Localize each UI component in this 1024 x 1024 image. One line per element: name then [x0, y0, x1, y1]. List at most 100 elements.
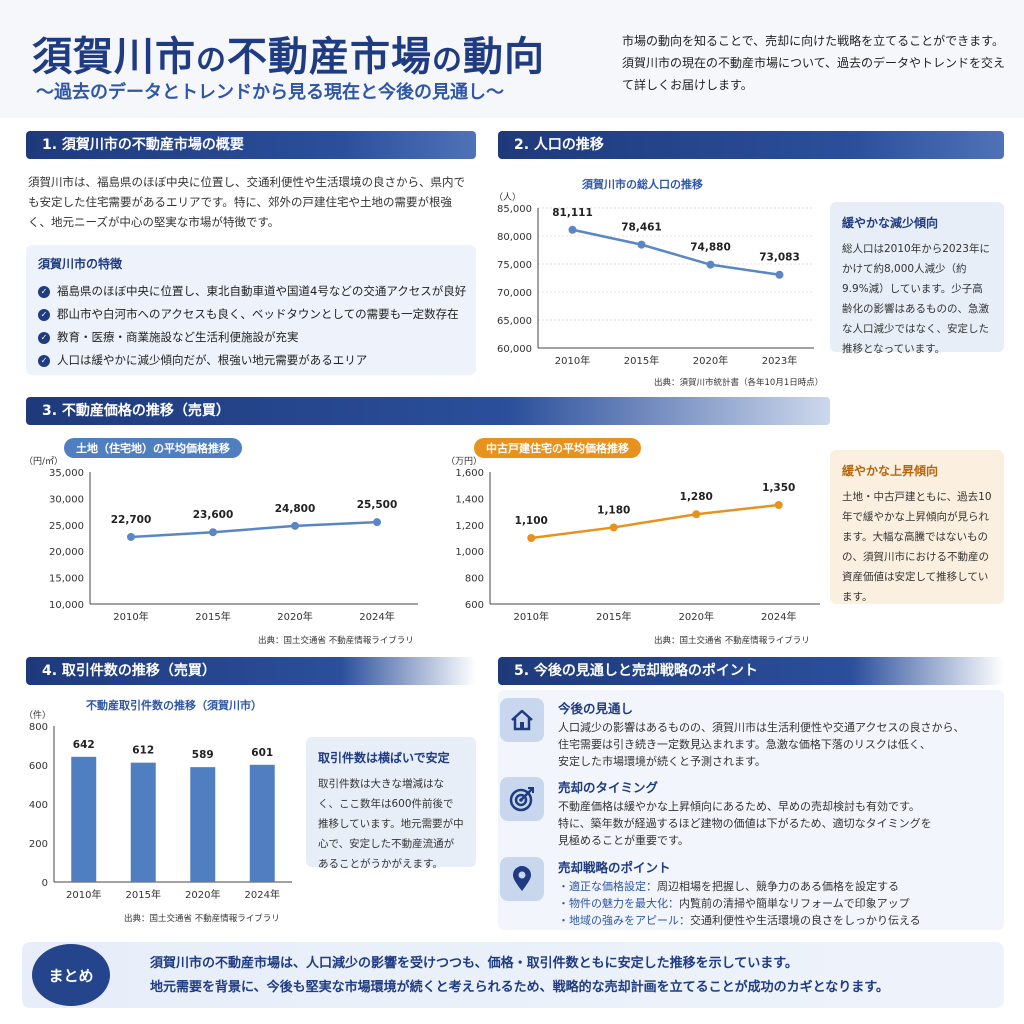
- bar: [190, 767, 216, 882]
- y-tick-label: 60,000: [497, 344, 532, 355]
- y-tick-label: 1,400: [455, 494, 484, 505]
- outlook-point: 今後の見通し 人口減少の影響はあるものの、須賀川市は生活利便性や交通アクセスの良…: [500, 698, 1000, 770]
- section3-heading: 3. 不動産価格の推移（売買）: [26, 397, 830, 425]
- outlook-title: 今後の見通し: [558, 701, 634, 716]
- transactions-chart-title: 不動産取引件数の推移（須賀川市）: [86, 699, 262, 712]
- x-tick-label: 2015年: [624, 354, 659, 367]
- y-tick-label: 30,000: [49, 494, 84, 505]
- data-label: 1,100: [515, 515, 548, 527]
- series-line: [572, 228, 780, 276]
- y-tick-label: 25,000: [49, 521, 84, 532]
- data-point: [209, 528, 217, 537]
- y-axis-label: （円/㎡）: [24, 456, 63, 467]
- summary-text: 須賀川市の不動産市場は、人口減少の影響を受けつつも、価格・取引件数ともに安定した…: [150, 956, 889, 995]
- data-label: 642: [73, 739, 95, 751]
- check-icon: ✓: [38, 285, 50, 298]
- house-price-chart: （万円） 600 800 1,000 1,200 1,400 1,600 2010年 2015年…: [446, 456, 820, 623]
- x-tick-label: 2015年: [126, 888, 161, 901]
- y-tick-label: 800: [29, 722, 48, 733]
- lead-text: 市場の動向を知ることで、売却に向けた戦略を立てることができます。須賀川市の現在の…: [622, 34, 1006, 92]
- land-price-chart: （円/㎡） 10,000 15,000 20,000 25,000 30,000 35,00…: [24, 456, 418, 623]
- population-note-title: 緩やかな減少傾向: [842, 216, 939, 230]
- x-tick-label: 2020年: [679, 610, 714, 623]
- summary-badge: まとめ: [32, 944, 110, 1006]
- land-price-source: 出典：国土交通省 不動産情報ライブラリ: [258, 636, 414, 646]
- data-label: 78,461: [621, 222, 662, 234]
- strategy-panel: [498, 690, 1004, 930]
- page-title: 須賀川市の不動産市場の動向: [32, 34, 545, 80]
- y-tick-label: 35,000: [49, 468, 84, 479]
- data-label: 22,700: [111, 514, 152, 526]
- data-point: [774, 501, 783, 509]
- x-tick-label: 2010年: [514, 610, 549, 623]
- page-subtitle: 〜過去のデータとトレンドから見る現在と今後の見通し〜: [36, 82, 504, 103]
- data-point: [527, 534, 536, 542]
- timing-point: 売却のタイミング 不動産価格は緩やかな上昇傾向にあるため、早めの売却検討も有効で…: [500, 777, 1000, 849]
- section1-body: 須賀川市は、福島県のほぼ中央に位置し、交通利便性や生活環境の良さから、県内でも安…: [28, 175, 465, 229]
- y-tick-label: 400: [29, 800, 48, 811]
- x-tick-label: 2020年: [693, 354, 728, 367]
- x-tick-label: 2024年: [761, 610, 796, 623]
- data-label: 1,280: [680, 491, 713, 503]
- price-note-title: 緩やかな上昇傾向: [842, 464, 939, 478]
- y-tick-label: 10,000: [49, 600, 84, 611]
- transactions-note-title: 取引件数は横ばいで安定: [318, 751, 450, 765]
- transactions-note-body: 取引件数は大きな増減はなく、ここ数年は600件前後で推移しています。地元需要が中…: [318, 778, 464, 870]
- check-icon: ✓: [38, 331, 50, 344]
- population-chart-title: 須賀川市の総人口の推移: [582, 178, 703, 191]
- timing-title: 売却のタイミング: [558, 780, 659, 795]
- land-price-chart-title: 土地（住宅地）の平均価格推移: [64, 438, 242, 458]
- check-icon: ✓: [38, 354, 50, 367]
- y-tick-label: 70,000: [497, 288, 532, 299]
- price-note-body: 土地・中古戸建ともに、過去10年で緩やかな上昇傾向が見られます。大幅な高騰ではな…: [842, 491, 992, 603]
- data-label: 1,350: [762, 482, 795, 494]
- y-tick-label: 800: [465, 574, 484, 585]
- y-tick-label: 85,000: [497, 204, 532, 215]
- summary-band: まとめ 須賀川市の不動産市場は、人口減少の影響を受けつつも、価格・取引件数ともに…: [22, 942, 1004, 1008]
- series-line: [531, 503, 779, 540]
- x-tick-label: 2020年: [185, 888, 220, 901]
- data-label: 74,880: [690, 242, 731, 254]
- outlook-text: 人口減少の影響はあるものの、須賀川市は生活利便性や交通アクセスの良さから、 住宅…: [558, 721, 965, 768]
- house-price-chart-title: 中古戸建住宅の平均価格推移: [474, 438, 641, 458]
- data-label: 25,500: [357, 499, 398, 511]
- x-tick-label: 2015年: [195, 610, 230, 623]
- x-tick-label: 2020年: [277, 610, 312, 623]
- population-source: 出典：須賀川市統計書（各年10月1日時点）: [654, 378, 824, 388]
- y-tick-label: 75,000: [497, 260, 532, 271]
- strategy-title: 売却戦略のポイント: [558, 860, 671, 875]
- data-point: [127, 532, 135, 541]
- x-tick-label: 2024年: [245, 888, 280, 901]
- y-tick-label: 65,000: [497, 316, 532, 327]
- y-tick-label: 20,000: [49, 547, 84, 558]
- y-axis-label: （万円）: [446, 456, 482, 467]
- data-label: 601: [251, 747, 273, 759]
- target-icon: [500, 777, 544, 821]
- section5-heading: 5. 今後の見通しと売却戦略のポイント: [498, 657, 1004, 685]
- section2-heading: 2. 人口の推移: [498, 131, 1004, 159]
- section1-heading: 1. 須賀川市の不動産市場の概要: [26, 131, 476, 159]
- x-tick-label: 2024年: [359, 610, 394, 623]
- x-tick-label: 2010年: [555, 354, 590, 367]
- house-price-source: 出典：国土交通省 不動産情報ライブラリ: [654, 636, 810, 646]
- data-point: [637, 240, 646, 249]
- y-tick-label: 15,000: [49, 574, 84, 585]
- header-band: [0, 0, 1024, 118]
- series-line: [130, 520, 378, 539]
- y-tick-label: 600: [465, 600, 484, 611]
- data-label: 589: [192, 749, 214, 761]
- feature-item: ✓ 人口は緩やかに減少傾向だが、根強い地元需要があるエリア: [38, 349, 464, 372]
- feature-item: ✓ 福島県のほぼ中央に位置し、東北自動車道や国道4号などの交通アクセスが良好: [38, 280, 466, 303]
- feature-box: 須賀川市の特徴 ✓ 福島県のほぼ中央に位置し、東北自動車道や国道4号などの交通アク…: [26, 245, 476, 375]
- feature-item: ✓ 教育・医療・商業施設など生活利便施設が充実: [38, 326, 464, 349]
- x-tick-label: 2023年: [762, 354, 797, 367]
- data-label: 73,083: [759, 252, 800, 264]
- y-tick-label: 80,000: [497, 232, 532, 243]
- bar: [71, 756, 97, 882]
- y-tick-label: 1,200: [455, 521, 484, 532]
- population-note: 緩やかな減少傾向 総人口は2010年から2023年にかけて約8,000人減少（約…: [830, 202, 1004, 355]
- strategy-text: ・適正な価格設定：周辺相場を把握し、競争力のある価格を設定する ・物件の魅力を最…: [558, 880, 921, 927]
- data-label: 24,800: [275, 503, 316, 515]
- y-tick-label: 1,000: [455, 547, 484, 558]
- house-icon: [500, 698, 544, 742]
